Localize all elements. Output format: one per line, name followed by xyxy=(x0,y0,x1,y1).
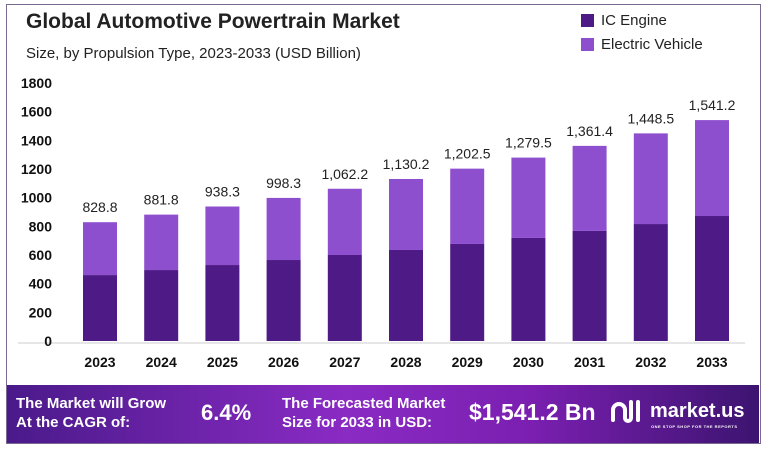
x-tick-label: 2024 xyxy=(146,354,177,370)
total-data-label: 828.8 xyxy=(82,199,117,215)
bar-segment-electric-vehicle xyxy=(450,168,485,244)
market-us-logo-icon xyxy=(611,400,640,423)
y-tick-label: 200 xyxy=(29,304,53,320)
x-tick-label: 2026 xyxy=(268,354,299,370)
forecast-label-line2: Size for 2033 in USD: xyxy=(282,414,433,431)
y-tick-label: 1800 xyxy=(21,75,52,91)
bar-segment-electric-vehicle xyxy=(572,145,607,231)
bar-segment-electric-vehicle xyxy=(389,179,423,250)
forecast-label-line1: The Forecasted Market xyxy=(282,395,446,412)
x-tick-label: 2032 xyxy=(635,354,666,370)
brand-name: market.us xyxy=(650,399,745,422)
total-data-label: 1,361.4 xyxy=(566,123,613,139)
total-data-label: 1,202.5 xyxy=(444,146,491,162)
chart-frame xyxy=(6,4,761,444)
brand-tagline: ONE STOP SHOP FOR THE REPORTS xyxy=(651,424,738,429)
bar-segment-electric-vehicle xyxy=(327,188,362,255)
cagr-label-line2: At the CAGR of: xyxy=(16,414,131,431)
y-tick-label: 600 xyxy=(29,247,53,263)
legend-label: Electric Vehicle xyxy=(601,36,703,53)
total-data-label: 1,062.2 xyxy=(321,166,368,182)
y-tick-label: 1000 xyxy=(21,190,52,206)
chart-subtitle: Size, by Propulsion Type, 2023-2033 (USD… xyxy=(26,45,361,62)
x-tick-label: 2031 xyxy=(574,354,605,370)
legend: IC Engine Electric Vehicle xyxy=(581,12,703,60)
bar-segment-electric-vehicle xyxy=(266,197,301,261)
total-data-label: 881.8 xyxy=(144,192,179,208)
legend-swatch-ic-engine xyxy=(581,14,594,27)
y-tick-label: 0 xyxy=(44,333,52,349)
y-tick-label: 1400 xyxy=(21,132,52,148)
bar-segment-ic-engine xyxy=(327,255,362,341)
total-data-label: 1,541.2 xyxy=(689,97,736,113)
bar-segment-ic-engine xyxy=(511,237,546,341)
bar-segment-ic-engine xyxy=(633,224,668,341)
total-data-label: 998.3 xyxy=(266,175,301,191)
y-tick-label: 1600 xyxy=(21,104,52,120)
forecast-value: $1,541.2 Bn xyxy=(469,399,596,425)
x-tick-label: 2023 xyxy=(84,354,115,370)
x-tick-label: 2030 xyxy=(513,354,544,370)
bar-segment-electric-vehicle xyxy=(695,120,729,217)
bar-segment-electric-vehicle xyxy=(83,222,117,276)
bar-segment-electric-vehicle xyxy=(205,206,240,266)
x-tick-label: 2033 xyxy=(696,354,727,370)
x-tick-label: 2025 xyxy=(207,354,238,370)
legend-item-electric-vehicle: Electric Vehicle xyxy=(581,36,703,53)
bar-segment-electric-vehicle xyxy=(511,157,546,238)
legend-item-ic-engine: IC Engine xyxy=(581,12,703,29)
y-tick-label: 400 xyxy=(29,276,53,292)
cagr-label-line1: The Market will Grow xyxy=(16,395,167,412)
x-tick-label: 2027 xyxy=(329,354,360,370)
bar-segment-ic-engine xyxy=(695,216,729,341)
forecast-label: The Forecasted Market Size for 2033 in U… xyxy=(282,394,445,432)
total-data-label: 1,448.5 xyxy=(627,110,674,126)
footer-banner: The Market will Grow At the CAGR of: 6.4… xyxy=(7,385,759,443)
bar-segment-electric-vehicle xyxy=(633,133,668,225)
legend-swatch-electric-vehicle xyxy=(581,38,594,51)
x-tick-label: 2028 xyxy=(390,354,421,370)
bar-segment-ic-engine xyxy=(205,265,240,341)
bar-segment-ic-engine xyxy=(450,243,485,341)
x-tick-label: 2029 xyxy=(452,354,483,370)
bar-segment-ic-engine xyxy=(144,270,179,341)
chart-title: Global Automotive Powertrain Market xyxy=(26,10,400,33)
bar-segment-ic-engine xyxy=(83,275,117,341)
cagr-label: The Market will Grow At the CAGR of: xyxy=(16,394,166,432)
y-tick-label: 800 xyxy=(29,218,53,234)
cagr-value: 6.4% xyxy=(201,400,252,425)
total-data-label: 938.3 xyxy=(205,184,240,200)
legend-label: IC Engine xyxy=(601,12,667,29)
bar-segment-ic-engine xyxy=(266,260,301,341)
brand-logo: market.us ONE STOP SHOP FOR THE REPORTS xyxy=(610,398,745,429)
bar-segment-ic-engine xyxy=(572,230,607,341)
bar-chart: 0 200 400 600 800 1000 1200 1400 1600 1800 828.8 20… xyxy=(18,75,745,370)
total-data-label: 1,130.2 xyxy=(383,156,430,172)
total-data-label: 1,279.5 xyxy=(505,135,552,151)
bar-segment-electric-vehicle xyxy=(144,214,179,271)
y-tick-label: 1200 xyxy=(21,161,52,177)
bar-segment-ic-engine xyxy=(389,249,423,341)
